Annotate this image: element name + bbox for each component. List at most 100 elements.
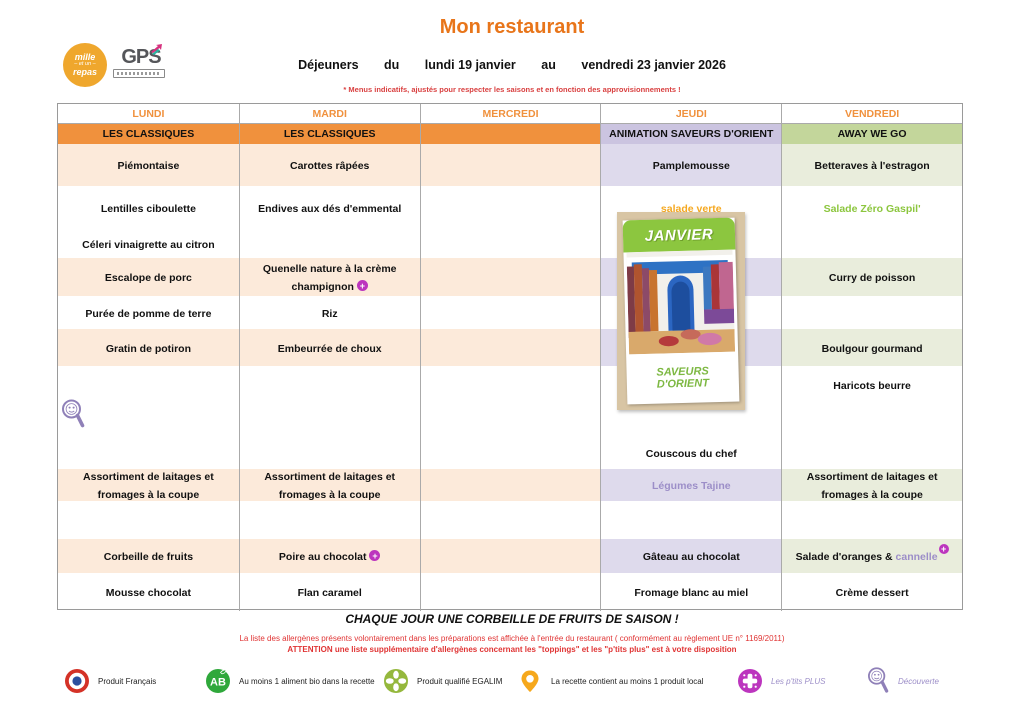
dish-name: Haricots beurre xyxy=(833,380,911,392)
legend-item-discovery: Découverte xyxy=(866,660,939,702)
discovery-icon xyxy=(868,667,889,693)
daily-fruits-line: CHAQUE JOUR UNE CORBEILLE DE FRUITS DE S… xyxy=(345,612,679,626)
menu-cell-mardi-entree_c xyxy=(240,230,420,258)
menu-cell-mercredi-entree_a xyxy=(420,144,601,186)
menu-cell-vendredi-last: Crème dessert xyxy=(782,573,962,611)
menu-cell-jeudi-dessert: Gâteau au chocolat xyxy=(601,539,782,573)
organic-ab-icon: AB xyxy=(206,669,230,693)
menu-cell-mercredi-free_a xyxy=(421,366,601,404)
theme-header-vendredi: AWAY WE GO xyxy=(782,124,962,144)
menu-cell-vendredi-dessert: Salade d'oranges & cannelle+ xyxy=(782,539,962,573)
legend-label: Au moins 1 aliment bio dans la recette xyxy=(239,676,375,686)
egalim-icon xyxy=(384,669,408,693)
menu-cell-mardi-free_c xyxy=(240,437,420,469)
menu-cell-jeudi-laitages: Légumes Tajine xyxy=(601,469,782,501)
menu-cell-jeudi-entree_a: Pamplemousse xyxy=(601,144,782,186)
menu-cell-vendredi-entree_b: Salade Zéro Gaspil' xyxy=(782,186,962,230)
dish-name: Flan caramel xyxy=(297,587,362,599)
legend-item-local-product: La recette contient au moins 1 produit l… xyxy=(517,660,704,702)
theme-header-mardi: LES CLASSIQUES xyxy=(239,124,420,144)
menu-cell-lundi-acc_a: Purée de pomme de terre xyxy=(58,296,239,329)
menu-cell-mardi-dessert: Poire au chocolat + xyxy=(239,539,420,573)
menu-cell-vendredi-entree_c xyxy=(782,230,962,258)
legend-item-egalim: Produit qualifié EGALIM xyxy=(383,660,502,702)
dish-name: Gâteau au chocolat xyxy=(642,551,740,563)
menu-cell-lundi-free_c xyxy=(58,437,239,469)
legend-item-french-product: Produit Français xyxy=(64,660,156,702)
dish-name: Assortiment de laitages et fromages à la… xyxy=(264,471,396,501)
dish-name: Corbeille de fruits xyxy=(103,551,194,563)
dish-name: Embeurrée de choux xyxy=(277,342,382,355)
dish-name: Salade d'oranges & xyxy=(795,551,896,563)
legend-label: Découverte xyxy=(898,676,939,686)
dish-name: Endives aux dés d'emmental xyxy=(258,203,402,215)
janvier-card-month: JANVIER xyxy=(644,225,714,245)
dish-name: Poire au chocolat xyxy=(278,551,367,563)
date-end: vendredi 23 janvier 2026 xyxy=(581,58,726,72)
menu-cell-mardi-entree_a: Carottes râpées xyxy=(239,144,420,186)
menu-cell-vendredi-laitages: Assortiment de laitages et fromages à la… xyxy=(782,469,962,501)
janvier-theme-card: JANVIER xyxy=(617,212,745,410)
day-header-mercredi: MERCREDI xyxy=(420,104,601,124)
discovery-icon xyxy=(62,399,85,428)
legend-item-organic: AB Au moins 1 aliment bio dans la recett… xyxy=(205,660,375,702)
menu-column-mardi: MARDI LES CLASSIQUES Carottes râpées Endive… xyxy=(238,104,420,611)
menu-cell-mercredi-acc_b xyxy=(420,329,601,366)
theme-header-lundi: LES CLASSIQUES xyxy=(58,124,239,144)
menu-cell-mardi-laitages: Assortiment de laitages et fromages à la… xyxy=(239,469,420,501)
weekly-menu-table: LUNDI LES CLASSIQUES Piémontaise Lentilles … xyxy=(57,103,963,611)
menu-cell-mercredi-plat xyxy=(420,258,601,296)
page-title: Mon restaurant xyxy=(439,16,585,38)
legend-label: Produit Français xyxy=(98,676,157,686)
gps-logo-tagline-box xyxy=(113,69,165,78)
dish-name: Carottes râpées xyxy=(290,160,370,172)
legend-item-ptits-plus: Les p'tits PLUS xyxy=(737,660,825,702)
menu-cell-mardi-acc_b: Embeurrée de choux xyxy=(239,329,420,366)
mille-repas-logo-line3: repas xyxy=(72,66,98,77)
dish-name: Couscous du chef xyxy=(645,448,737,460)
dish-name: Fromage blanc au miel xyxy=(634,587,749,599)
dish-name: Curry de poisson xyxy=(828,272,916,284)
menu-column-lundi: LUNDI LES CLASSIQUES Piémontaise Lentilles … xyxy=(58,104,239,611)
dish-name: Assortiment de laitages et fromages à la… xyxy=(806,471,938,501)
menu-cell-mardi-plat: Quenelle nature à la crème champignon + xyxy=(239,258,420,296)
dish-name: Pamplemousse xyxy=(652,160,730,172)
menu-cell-mardi-free_d xyxy=(240,501,420,539)
menu-cell-mercredi-dessert xyxy=(420,539,601,573)
dish-name: Boulgour gourmand xyxy=(821,342,923,355)
local-product-icon xyxy=(521,670,539,692)
legend-label: La recette contient au moins 1 produit l… xyxy=(551,676,704,686)
janvier-card-inner: JANVIER xyxy=(622,217,740,405)
souk-photo xyxy=(623,249,738,355)
dish-name: Légumes Tajine xyxy=(652,480,731,492)
ptits-plus-icon: + xyxy=(356,280,368,292)
menu-cell-vendredi-free_a: Haricots beurre xyxy=(782,366,962,404)
menu-cell-vendredi-free_d xyxy=(782,501,962,539)
janvier-card-caption: SAVEURS D'ORIENT xyxy=(656,365,710,391)
menu-cell-lundi-acc_b: Gratin de potiron xyxy=(58,329,239,366)
menu-cell-lundi-laitages: Assortiment de laitages et fromages à la… xyxy=(58,469,239,501)
menu-cell-vendredi-acc_b: Boulgour gourmand xyxy=(782,329,962,366)
menu-column-mercredi: MERCREDI xyxy=(419,104,601,611)
menu-cell-lundi-last: Mousse chocolat xyxy=(58,573,239,611)
menu-cell-jeudi-free_c: Couscous du chef xyxy=(601,437,781,469)
dish-name: Assortiment de laitages et fromages à la… xyxy=(83,471,214,501)
dish-name: Céleri vinaigrette au citron xyxy=(82,239,215,251)
menu-cell-mardi-acc_a: Riz xyxy=(240,296,420,329)
date-range-line: Déjeuners du lundi 19 janvier au vendred… xyxy=(0,58,1024,72)
menu-cell-mercredi-entree_b xyxy=(421,186,601,230)
allergen-notice-line1: La liste des allergènes présents volonta… xyxy=(239,634,785,643)
legend-label: Les p'tits PLUS xyxy=(771,676,826,686)
dish-name: Escalope de porc xyxy=(104,272,192,284)
menu-cell-mercredi-free_d xyxy=(421,501,601,539)
indicative-menus-note: * Menus indicatifs, ajustés pour respect… xyxy=(343,85,681,94)
au-label: au xyxy=(541,58,556,72)
menu-cell-vendredi-plat: Curry de poisson xyxy=(782,258,962,296)
mille-repas-logo-line2: et un xyxy=(74,61,95,68)
dish-name: Salade Zéro Gaspil' xyxy=(823,203,921,215)
theme-header-mercredi xyxy=(420,124,601,144)
legend-bar: Produit Français AB Au moins 1 aliment b… xyxy=(0,660,1024,702)
menu-cell-lundi-plat: Escalope de porc xyxy=(58,258,239,296)
menu-cell-mercredi-free_c xyxy=(421,437,601,469)
janvier-card-header: JANVIER xyxy=(622,217,736,253)
